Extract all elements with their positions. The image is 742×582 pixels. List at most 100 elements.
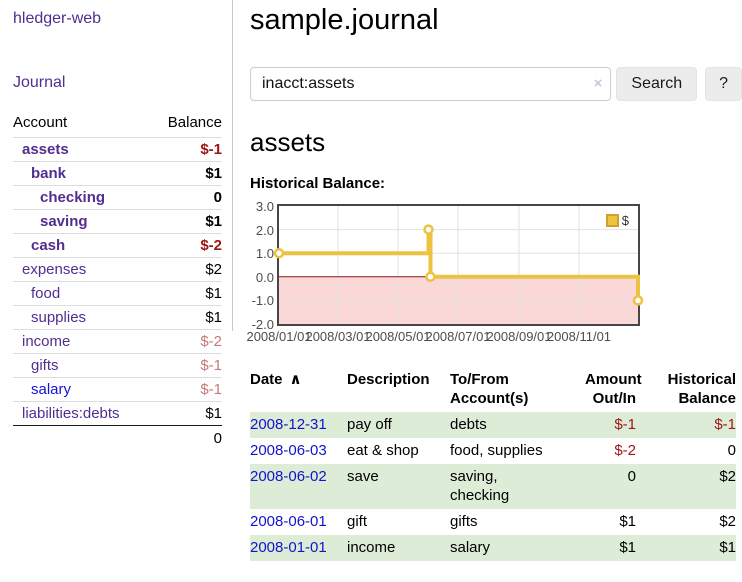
- transaction-date-cell: 2008-06-02: [250, 464, 347, 509]
- x-axis-tick-label: 2008/07/01: [425, 329, 491, 344]
- register-table: Date ∧ Description To/From Account(s) Amo…: [250, 370, 736, 561]
- chart-legend: $: [605, 213, 629, 228]
- transaction-description: eat & shop: [347, 442, 419, 459]
- register-col-description-label: Description: [347, 371, 430, 388]
- x-axis-tick-label: 2008/05/01: [365, 329, 431, 344]
- account-balance: $-2: [151, 233, 222, 258]
- account-name-cell: liabilities:debts: [13, 401, 152, 426]
- transaction-date-cell: 2008-01-01: [250, 535, 347, 561]
- transaction-amount: 0: [627, 468, 636, 485]
- account-row: liabilities:debts $1: [13, 401, 222, 426]
- account-link[interactable]: salary: [31, 381, 72, 398]
- x-axis-tick-label: 2008/11/01: [546, 329, 612, 344]
- account-link[interactable]: supplies: [31, 309, 87, 326]
- transaction-row: 2008-12-31 pay off debts $-1 $-1: [250, 412, 736, 438]
- account-link[interactable]: checking: [40, 189, 106, 206]
- transaction-date-link[interactable]: 2008-06-01: [250, 513, 327, 530]
- transaction-accounts-text: debts: [450, 416, 487, 433]
- account-link[interactable]: saving: [40, 213, 88, 230]
- account-balance: $-1: [151, 137, 222, 162]
- transaction-amount: $-1: [614, 416, 636, 433]
- app-brand-link[interactable]: hledger-web: [13, 10, 102, 27]
- register-col-amount-label1: Amount: [585, 371, 642, 388]
- search-form: × Search ?: [250, 67, 742, 101]
- chart-plot-area: $: [273, 204, 644, 326]
- transaction-description: income: [347, 539, 396, 556]
- transaction-date-link[interactable]: 2008-06-03: [250, 442, 327, 459]
- transaction-amount: $-2: [614, 442, 636, 459]
- register-header-row: Date ∧ Description To/From Account(s) Amo…: [250, 370, 736, 412]
- x-axis-tick-label: 2008/09/01: [486, 329, 552, 344]
- x-axis-tick-label: 2008/01/01: [246, 329, 312, 344]
- account-link[interactable]: assets: [22, 141, 69, 158]
- chart-canvas: [273, 206, 644, 324]
- account-balance: $1: [151, 209, 222, 234]
- register-col-balance-label1: Historical: [667, 371, 736, 388]
- account-row: income $-2: [13, 329, 222, 354]
- account-balance: $-1: [151, 377, 222, 402]
- transaction-date-cell: 2008-12-31: [250, 412, 347, 438]
- transaction-accounts: debts: [450, 412, 585, 438]
- account-link[interactable]: expenses: [22, 261, 87, 278]
- transaction-description: save: [347, 468, 379, 485]
- search-button[interactable]: Search: [616, 67, 698, 101]
- account-row: salary $-1: [13, 377, 222, 402]
- transaction-date-link[interactable]: 2008-01-01: [250, 539, 327, 556]
- account-link[interactable]: gifts: [31, 357, 59, 374]
- account-link[interactable]: liabilities:debts: [22, 405, 120, 422]
- register-col-accounts-label2: Account(s): [450, 390, 529, 407]
- clear-search-icon[interactable]: ×: [593, 75, 603, 92]
- account-row: cash $-2: [13, 233, 222, 258]
- sidebar-divider: [232, 0, 233, 331]
- transaction-accounts-text: salary: [450, 539, 491, 556]
- account-balance: $1: [151, 281, 222, 306]
- transaction-date-link[interactable]: 2008-06-02: [250, 468, 327, 485]
- transaction-date-cell: 2008-06-01: [250, 509, 347, 535]
- account-balance: 0: [151, 185, 222, 210]
- account-link[interactable]: income: [22, 333, 71, 350]
- account-name-cell: assets: [13, 137, 152, 162]
- transaction-description: gift: [347, 513, 368, 530]
- account-link[interactable]: cash: [31, 237, 66, 254]
- transaction-balance: 0: [727, 442, 736, 459]
- account-row: saving $1: [13, 209, 222, 234]
- help-button[interactable]: ?: [705, 67, 742, 101]
- accounts-col-account: Account: [13, 114, 68, 131]
- transaction-row: 2008-01-01 income salary $1 $1: [250, 535, 736, 561]
- register-col-balance-label2: Balance: [678, 390, 736, 407]
- transaction-row: 2008-06-01 gift gifts $1 $2: [250, 509, 736, 535]
- sort-ascending-icon[interactable]: ∧: [289, 371, 302, 388]
- account-balance: $1: [151, 401, 222, 426]
- transaction-accounts: gifts: [450, 509, 585, 535]
- y-axis-tick-label: -1.0: [251, 293, 274, 309]
- x-axis-tick-label: 2008/03/01: [305, 329, 371, 344]
- register-col-balance: Historical Balance: [636, 370, 736, 412]
- sidebar-item-journal[interactable]: Journal: [13, 74, 66, 91]
- chart-title: Historical Balance:: [250, 175, 386, 192]
- transaction-date-link[interactable]: 2008-12-31: [250, 416, 327, 433]
- register-col-description: Description: [347, 370, 450, 412]
- transaction-accounts-text: saving, checking: [450, 468, 510, 504]
- account-row: bank $1: [13, 161, 222, 186]
- transaction-date-cell: 2008-06-03: [250, 438, 347, 464]
- register-col-accounts: To/From Account(s): [450, 370, 585, 412]
- transaction-balance: $-1: [714, 416, 736, 433]
- search-input[interactable]: [250, 67, 612, 101]
- register-col-amount: Amount Out/In: [585, 370, 642, 412]
- account-row: checking 0: [13, 185, 222, 210]
- transaction-accounts: saving, checking: [450, 464, 585, 509]
- legend-label: $: [621, 213, 629, 228]
- account-link[interactable]: bank: [31, 165, 67, 182]
- search-input-wrap: ×: [250, 67, 612, 101]
- transaction-row: 2008-06-03 eat & shop food, supplies $-2 0: [250, 438, 736, 464]
- account-name-cell: gifts: [13, 353, 152, 378]
- register-col-date-label: Date: [250, 371, 283, 388]
- register-col-date[interactable]: Date ∧: [250, 370, 347, 412]
- transaction-balance: $2: [719, 513, 736, 530]
- sidebar: hledger-web Journal Account Balance asse…: [0, 0, 232, 451]
- transaction-accounts: salary: [450, 535, 585, 561]
- account-link[interactable]: food: [31, 285, 61, 302]
- account-row: expenses $2: [13, 257, 222, 282]
- account-row: food $1: [13, 281, 222, 306]
- account-name-cell: saving: [13, 209, 152, 234]
